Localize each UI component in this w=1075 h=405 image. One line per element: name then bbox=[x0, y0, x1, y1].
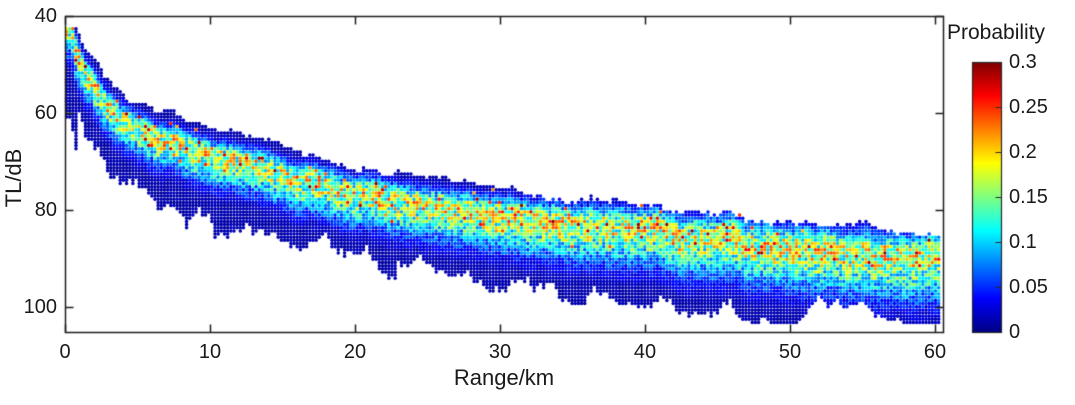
colorbar-tick-label: 0.1 bbox=[1009, 231, 1037, 253]
x-tick-label: 50 bbox=[778, 341, 802, 363]
y-tick-label: 100 bbox=[23, 296, 57, 318]
x-tick-label: 0 bbox=[59, 341, 71, 363]
x-tick-label: 20 bbox=[343, 341, 367, 363]
colorbar-tick-label: 0 bbox=[1009, 321, 1021, 343]
x-tick-label: 30 bbox=[488, 341, 512, 363]
x-axis-label: Range/km bbox=[453, 365, 555, 390]
colorbar-tick-label: 0.25 bbox=[1009, 96, 1048, 118]
colorbar-tick-label: 0.2 bbox=[1009, 141, 1037, 163]
y-axis-label: TL/dB bbox=[1, 148, 26, 208]
colorbar-tick-label: 0.15 bbox=[1009, 186, 1048, 208]
y-tick-label: 60 bbox=[34, 102, 57, 124]
x-tick-label: 10 bbox=[198, 341, 222, 363]
y-tick-label: 80 bbox=[34, 199, 57, 221]
colorbar-tick-label: 0.05 bbox=[1009, 276, 1048, 298]
x-tick-label: 60 bbox=[923, 341, 947, 363]
y-tick-label: 40 bbox=[34, 5, 57, 27]
colorbar-title: Probability bbox=[947, 21, 1046, 44]
x-tick-label: 40 bbox=[633, 341, 657, 363]
colorbar-tick-label: 0.3 bbox=[1009, 51, 1037, 73]
